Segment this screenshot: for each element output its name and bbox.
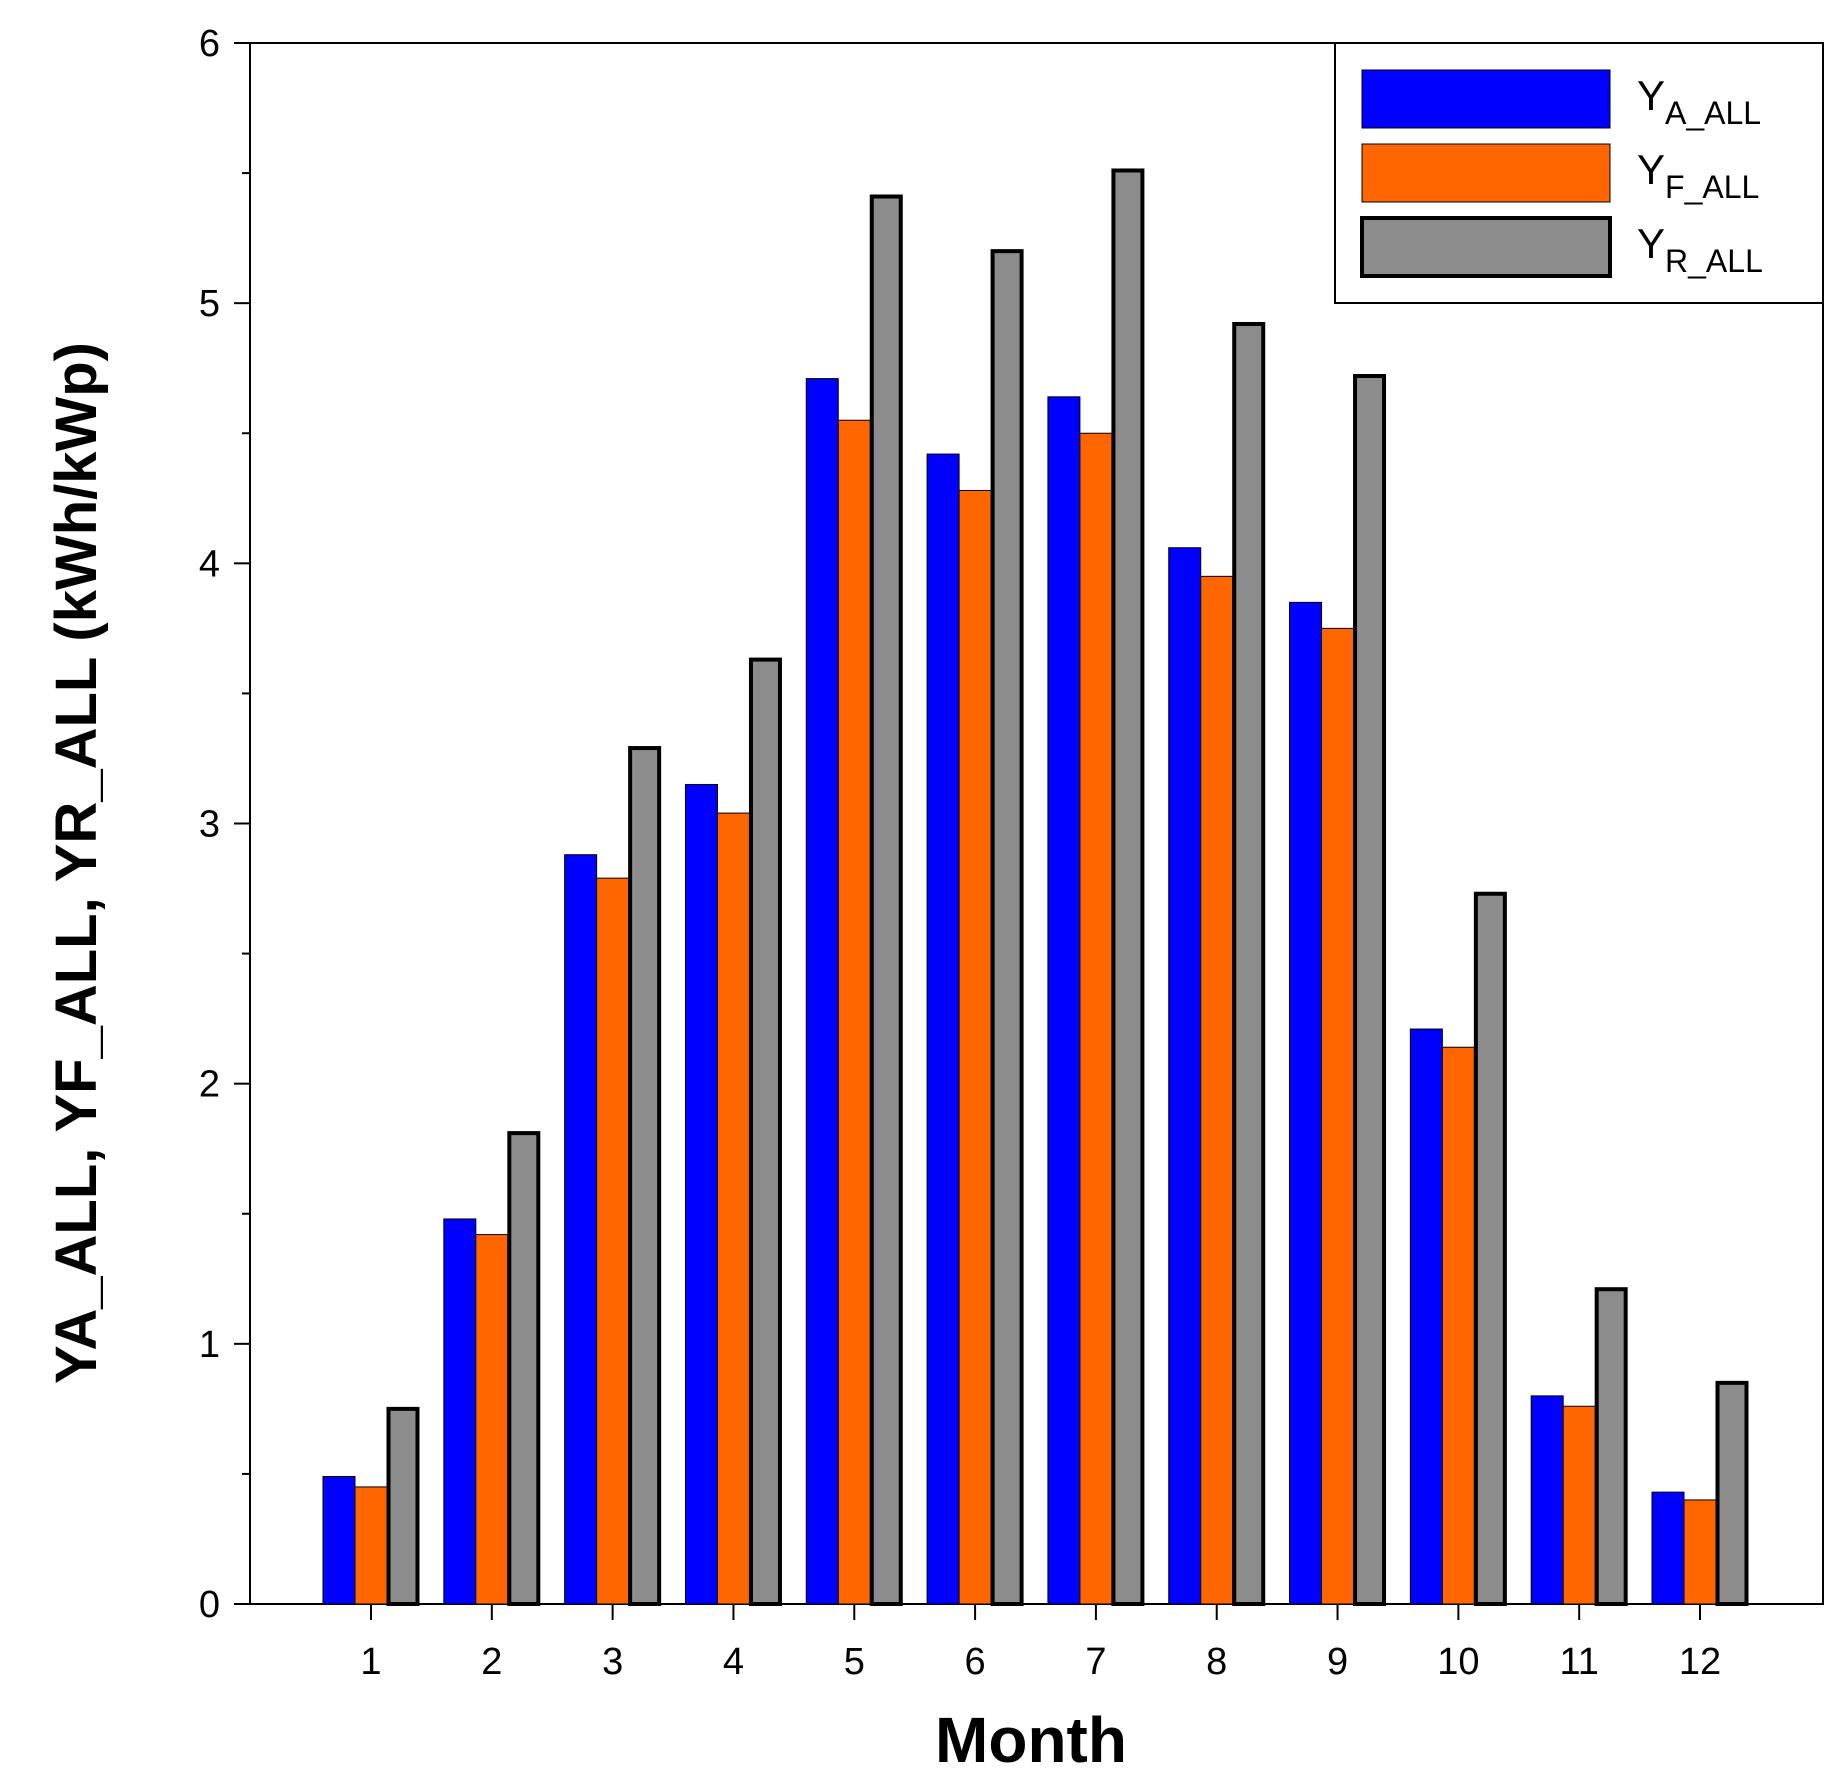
bar-ya-all-month-12 xyxy=(1651,1491,1685,1605)
y-tick-label: 4 xyxy=(199,543,220,585)
x-axis: 1 2 3 4 5 6 7 8 9 10 11 12 xyxy=(360,1604,1721,1683)
legend-label-symbol: Y xyxy=(1637,72,1665,119)
bar-ya-all-month-7 xyxy=(1047,396,1081,1605)
legend-label-symbol: Y xyxy=(1637,146,1665,193)
y-tick-label: 3 xyxy=(199,804,220,846)
legend-swatch-ya-all xyxy=(1361,69,1611,129)
y-axis-title: YA_ALL, YF_ALL, YR_ALL (kWh/kWp) xyxy=(44,342,109,1384)
x-tick-label: 3 xyxy=(602,1641,623,1683)
legend-swatch-yr-all xyxy=(1360,216,1612,278)
legend-label-symbol: Y xyxy=(1637,220,1665,267)
legend-label-yr-all: YR_ALL xyxy=(1637,220,1763,279)
bar-ya-all-month-10 xyxy=(1409,1028,1443,1605)
legend-label-subscript: F_ALL xyxy=(1665,169,1759,205)
y-title-unit: (kWh/kWp) xyxy=(44,342,109,658)
y-tick-label: 0 xyxy=(199,1584,220,1626)
y-axis: 0 1 2 3 4 5 6 xyxy=(199,23,250,1626)
bar-ya-all-month-3 xyxy=(564,854,598,1605)
x-tick-label: 12 xyxy=(1679,1641,1721,1683)
bar-ya-all-month-9 xyxy=(1289,601,1323,1605)
bar-yr-all-month-7 xyxy=(1111,168,1145,1606)
y-tick-label: 1 xyxy=(199,1324,220,1366)
y-title-symbol: Y xyxy=(44,1346,109,1384)
bar-yf-all-month-7 xyxy=(1079,432,1113,1605)
y-tick-label: 6 xyxy=(199,23,220,65)
bar-yf-all-month-1 xyxy=(354,1486,388,1605)
bar-yr-all-month-10 xyxy=(1473,891,1507,1606)
bars-group xyxy=(322,168,1749,1607)
y-title-separator: , xyxy=(44,882,109,913)
y-title-separator: , xyxy=(44,1133,109,1164)
bar-yf-all-month-11 xyxy=(1562,1405,1596,1605)
x-tick-label: 1 xyxy=(360,1641,381,1683)
bar-ya-all-month-1 xyxy=(322,1476,356,1605)
y-title-symbol: Y xyxy=(44,844,109,883)
y-tick-label: 2 xyxy=(199,1064,220,1106)
x-tick-label: 2 xyxy=(481,1641,502,1683)
y-title-subscript: A_ALL xyxy=(44,1164,109,1351)
y-title-subscript: F_ALL xyxy=(44,913,109,1093)
legend-label-subscript: R_ALL xyxy=(1665,243,1763,279)
bar-yf-all-month-4 xyxy=(716,812,750,1605)
bar-yr-all-month-8 xyxy=(1232,321,1266,1607)
bar-ya-all-month-5 xyxy=(805,378,839,1605)
y-title-symbol: Y xyxy=(44,1094,109,1133)
bar-ya-all-month-4 xyxy=(684,783,718,1605)
y-title-subscript: R_ALL xyxy=(44,658,109,844)
bar-yf-all-month-2 xyxy=(475,1234,509,1605)
bar-yf-all-month-10 xyxy=(1441,1046,1475,1605)
bar-ya-all-month-2 xyxy=(443,1218,477,1605)
x-tick-label: 4 xyxy=(723,1641,744,1683)
legend-swatch-yf-all xyxy=(1361,143,1611,203)
legend-label-subscript: A_ALL xyxy=(1665,95,1761,131)
bar-yf-all-month-8 xyxy=(1200,575,1234,1605)
x-tick-label: 9 xyxy=(1327,1641,1348,1683)
bar-yr-all-month-12 xyxy=(1715,1380,1749,1606)
bar-yf-all-month-9 xyxy=(1321,627,1355,1605)
bar-yr-all-month-9 xyxy=(1353,374,1387,1607)
bar-yr-all-month-5 xyxy=(869,194,903,1607)
x-tick-label: 10 xyxy=(1437,1641,1479,1683)
bar-ya-all-month-6 xyxy=(926,453,960,1605)
bar-ya-all-month-11 xyxy=(1530,1395,1564,1605)
legend-label-ya-all: YA_ALL xyxy=(1637,72,1761,131)
bar-yf-all-month-12 xyxy=(1683,1499,1717,1605)
x-tick-label: 7 xyxy=(1085,1641,1106,1683)
y-tick-label: 5 xyxy=(199,283,220,325)
bar-yr-all-month-4 xyxy=(748,657,782,1606)
x-tick-label: 5 xyxy=(844,1641,865,1683)
bar-yf-all-month-3 xyxy=(596,877,630,1605)
bar-yr-all-month-11 xyxy=(1594,1287,1628,1607)
bar-yf-all-month-5 xyxy=(837,419,871,1605)
x-tick-label: 11 xyxy=(1559,1641,1598,1683)
bar-yr-all-month-1 xyxy=(386,1406,420,1606)
bar-yr-all-month-3 xyxy=(628,746,662,1606)
bar-yf-all-month-6 xyxy=(958,489,992,1605)
x-tick-label: 8 xyxy=(1206,1641,1227,1683)
x-axis-title: Month xyxy=(935,1704,1127,1776)
legend-label-yf-all: YF_ALL xyxy=(1637,146,1759,205)
bar-ya-all-month-8 xyxy=(1168,547,1202,1605)
x-tick-label: 6 xyxy=(965,1641,986,1683)
bar-yr-all-month-2 xyxy=(507,1131,541,1607)
bar-yr-all-month-6 xyxy=(990,249,1024,1607)
